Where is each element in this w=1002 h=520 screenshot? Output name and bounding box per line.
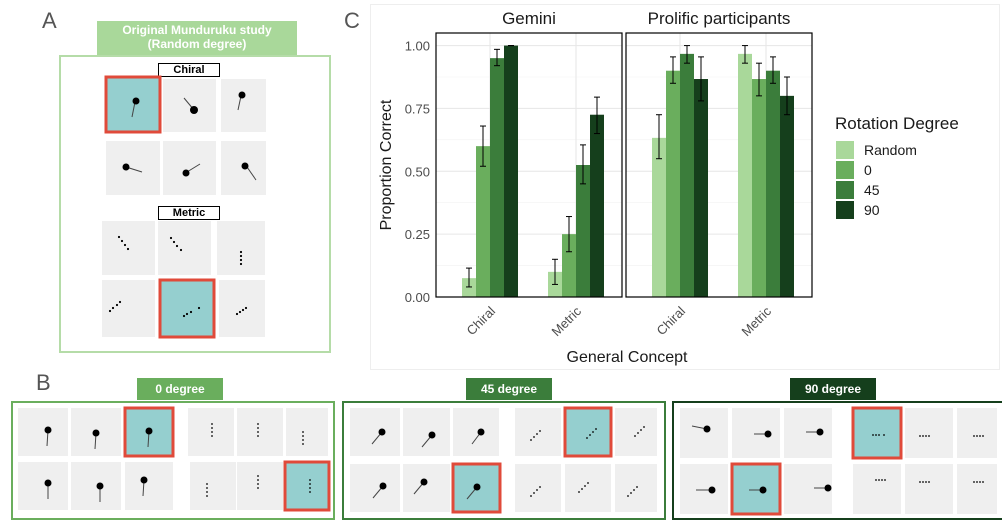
metric-label: Metric <box>158 206 220 220</box>
y-axis-title: Proportion Correct <box>378 99 395 230</box>
panel-a-header-line1: Original Munduruku study <box>122 23 272 37</box>
bar <box>490 58 504 298</box>
panel-a-header-line2: (Random degree) <box>147 37 247 51</box>
metric-stimulus-5-selected <box>158 278 216 339</box>
chiral-stimulus-2 <box>163 79 216 132</box>
bar <box>462 278 476 297</box>
bar <box>476 146 490 297</box>
chiral-stimulus-6 <box>221 141 266 195</box>
facet-title: Prolific participants <box>648 9 791 28</box>
bar <box>590 114 604 297</box>
bar <box>504 45 518 298</box>
facet-border <box>435 32 623 298</box>
bar <box>562 234 576 297</box>
metric-stimulus-6 <box>219 280 265 337</box>
panel-c-frame <box>370 4 1000 370</box>
legend-label: 90 <box>864 202 880 218</box>
legend-swatch <box>836 181 854 199</box>
facet-title: Gemini <box>502 9 556 28</box>
chiral-stimulus-5 <box>163 141 216 195</box>
legend-swatch <box>836 201 854 219</box>
stim-0deg-chiral <box>18 406 175 510</box>
bar <box>766 70 780 297</box>
panel-b-header-45: 45 degree <box>466 378 552 400</box>
y-tick-label: 0.50 <box>405 164 430 179</box>
chiral-stimulus-1-selected <box>104 75 162 134</box>
metric-stimulus-3 <box>217 221 265 275</box>
stim-90deg-metric <box>851 406 997 514</box>
chiral-stimulus-4 <box>106 141 160 195</box>
bar <box>666 70 680 297</box>
legend-label: Random <box>864 142 917 158</box>
panel-b-letter: B <box>36 370 51 395</box>
y-tick-label: 0.75 <box>405 101 430 116</box>
chiral-stimulus-3 <box>221 79 266 132</box>
panel-c-letter: C <box>344 8 360 33</box>
chiral-label: Chiral <box>158 63 220 77</box>
legend-label: 0 <box>864 162 872 178</box>
facet-border <box>625 32 813 298</box>
metric-stimulus-4 <box>102 280 155 337</box>
y-tick-label: 0.00 <box>405 290 430 305</box>
bar <box>576 165 590 297</box>
stim-90deg-chiral <box>680 408 832 516</box>
panel-b-header-90: 90 degree <box>790 378 876 400</box>
bar <box>652 137 666 297</box>
legend-swatch <box>836 141 854 159</box>
bar <box>680 53 694 297</box>
bar <box>752 79 766 297</box>
y-tick-label: 1.00 <box>405 39 430 54</box>
bar <box>780 95 794 297</box>
panel-b-header-0: 0 degree <box>137 378 223 400</box>
stim-0deg-metric <box>188 408 331 512</box>
panel-a-box <box>59 55 331 353</box>
metric-stimulus-1 <box>102 221 155 275</box>
x-axis-title: General Concept <box>567 349 689 366</box>
y-tick-label: 0.25 <box>405 227 430 242</box>
stim-45deg-chiral <box>350 408 502 514</box>
panel-a-letter: A <box>42 8 57 33</box>
panel-a-header: Original Munduruku study (Random degree) <box>97 21 297 56</box>
stim-45deg-metric <box>515 406 657 512</box>
legend-swatch <box>836 161 854 179</box>
legend-title: Rotation Degree <box>835 114 959 133</box>
metric-stimulus-2 <box>158 221 211 275</box>
bar <box>738 53 752 297</box>
legend-label: 45 <box>864 182 880 198</box>
panel-a-stimuli <box>102 75 266 339</box>
bar <box>694 79 708 297</box>
